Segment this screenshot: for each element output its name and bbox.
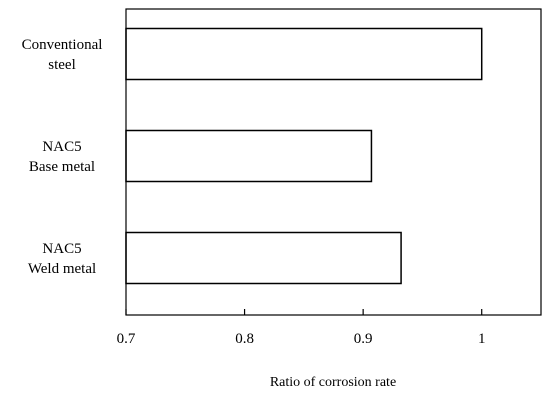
x-tick-label-2: 0.9 (354, 331, 373, 347)
x-tick-label-0: 0.7 (117, 331, 136, 347)
plot-area-frame (125, 8, 542, 316)
bar-1 (125, 129, 373, 183)
x-axis-title: Ratio of corrosion rate (270, 375, 396, 390)
bar-0 (125, 27, 483, 81)
x-tick-label-3: 1 (478, 331, 486, 347)
category-label-0-line-0: Conventional (22, 37, 103, 53)
category-label-0-line-1: steel (48, 57, 76, 73)
category-label-2-line-1: Weld metal (28, 261, 96, 277)
x-tick-label-1: 0.8 (235, 331, 254, 347)
bar-2 (125, 231, 402, 285)
category-label-2-line-0: NAC5 (42, 241, 81, 257)
category-label-1-line-1: Base metal (29, 159, 95, 175)
category-label-1-line-0: NAC5 (42, 139, 81, 155)
